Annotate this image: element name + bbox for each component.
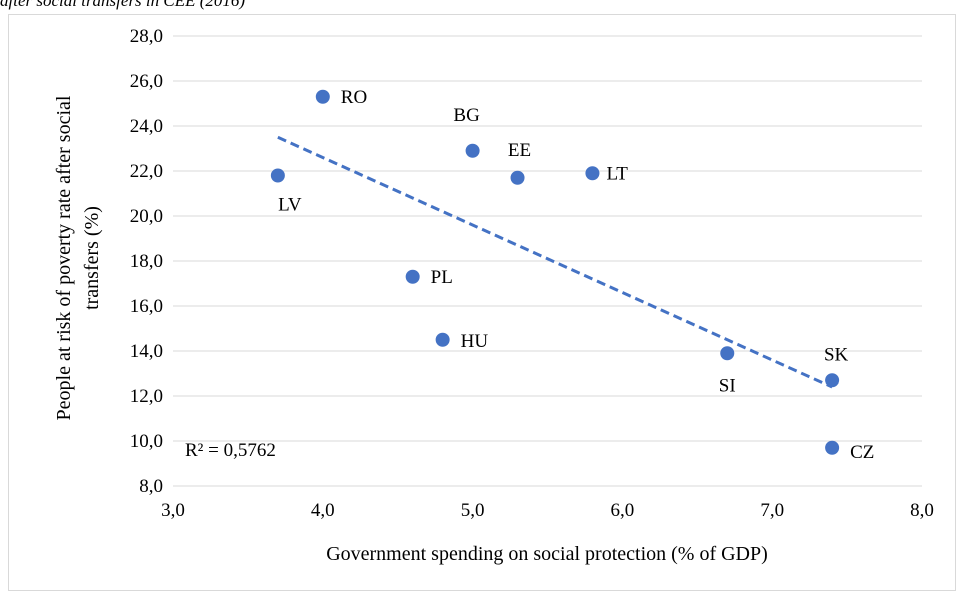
point-label-pl: PL	[431, 267, 453, 288]
data-point-bg	[465, 143, 480, 158]
r-squared-label: R² = 0,5762	[185, 440, 276, 461]
point-label-ee: EE	[508, 140, 531, 161]
point-label-hu: HU	[461, 331, 489, 352]
y-tick-label: 16,0	[130, 296, 163, 317]
x-tick-label: 6,0	[611, 500, 635, 521]
data-point-si	[720, 346, 735, 361]
point-label-bg: BG	[453, 105, 480, 126]
data-point-ee	[510, 170, 525, 185]
point-label-si: SI	[719, 375, 736, 396]
x-tick-labels: 3,0 4,0 5,0 6,0 7,0 8,0	[161, 500, 934, 521]
gridlines	[173, 35, 922, 487]
y-axis-title-line1: People at risk of poverty rate after soc…	[53, 95, 75, 420]
data-point-ro	[315, 89, 330, 104]
y-tick-label: 18,0	[130, 251, 163, 272]
linear-trendline	[277, 135, 833, 389]
data-point-pl	[405, 269, 420, 284]
point-label-ro: RO	[341, 87, 367, 108]
y-tick-label: 8,0	[139, 476, 163, 497]
point-label-sk: SK	[824, 344, 849, 365]
x-tick-label: 3,0	[161, 500, 185, 521]
y-tick-label: 20,0	[130, 206, 163, 227]
y-tick-label: 28,0	[130, 26, 163, 47]
y-tick-label: 26,0	[130, 71, 163, 92]
point-label-lt: LT	[606, 163, 628, 184]
chart-area	[8, 14, 956, 591]
data-point-hu	[435, 332, 450, 347]
data-points: RO BG EE LT LV PL HU SI SK CZ	[270, 87, 874, 463]
y-tick-label: 12,0	[130, 386, 163, 407]
x-axis-title: Government spending on social protection…	[326, 543, 768, 565]
y-tick-label: 24,0	[130, 116, 163, 137]
x-tick-label: 7,0	[760, 500, 784, 521]
point-label-cz: CZ	[850, 442, 874, 463]
y-axis-title-line2: transfers (%)	[81, 206, 103, 310]
trendline-group	[277, 135, 833, 389]
x-tick-label: 8,0	[910, 500, 934, 521]
y-tick-labels: 8,0 10,0 12,0 14,0 16,0 18,0 20,0 22,0 24,0 26,0 2…	[130, 26, 163, 497]
data-point-lv	[270, 168, 285, 183]
figure-caption: after social transfers in CEE (2016)	[0, 0, 246, 10]
point-label-lv: LV	[278, 195, 302, 216]
data-point-sk	[825, 373, 840, 388]
x-tick-label: 4,0	[311, 500, 335, 521]
y-tick-label: 10,0	[130, 431, 163, 452]
y-tick-label: 14,0	[130, 341, 163, 362]
y-tick-label: 22,0	[130, 161, 163, 182]
x-tick-label: 5,0	[461, 500, 485, 521]
data-point-lt	[585, 166, 600, 181]
data-point-cz	[825, 440, 840, 455]
